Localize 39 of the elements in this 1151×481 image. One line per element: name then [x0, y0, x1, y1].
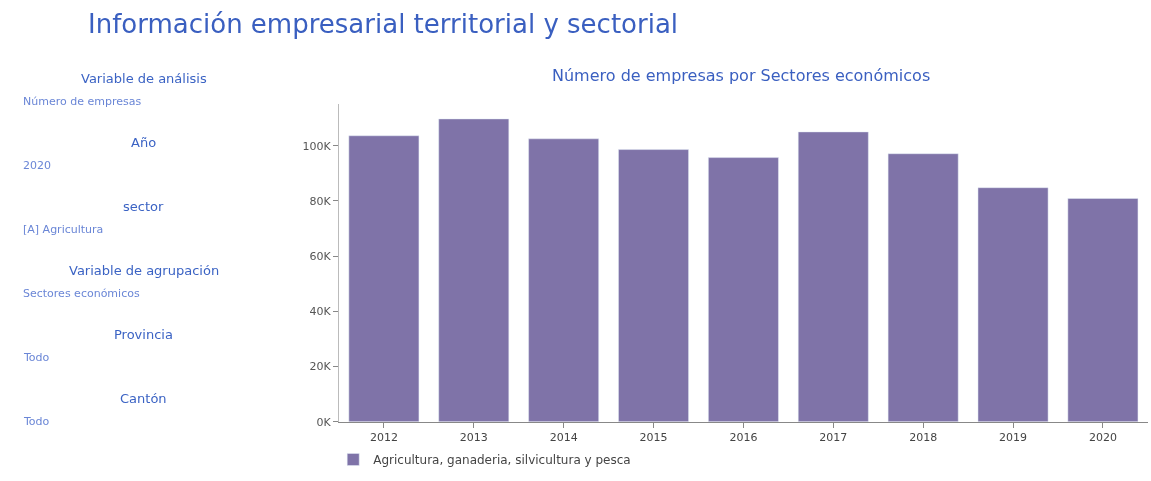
- y-tick-label: 100K: [302, 139, 332, 153]
- x-tick-label: 2015: [639, 431, 668, 445]
- legend-label: Agricultura, ganaderia, silvicultura y pesca: [373, 453, 631, 468]
- text: [A] Agricultura: [23, 223, 104, 236]
- text: Todo: [23, 415, 50, 428]
- y-tick-label: 60K: [309, 250, 332, 264]
- bar: [977, 187, 1049, 422]
- y-tick-label: 80K: [309, 194, 332, 208]
- bar: [887, 153, 959, 422]
- text: 2020: [23, 159, 51, 172]
- bar: [618, 149, 689, 422]
- bar: [797, 131, 869, 422]
- x-tick-label: 2013: [459, 431, 488, 445]
- text: Provincia: [114, 327, 173, 342]
- x-tick-label: 2018: [909, 431, 938, 445]
- text: Información empresarial territorial y sectorial: [88, 9, 679, 39]
- bar: [438, 118, 510, 422]
- bar: [1067, 198, 1139, 422]
- x-tick-label: 2017: [819, 431, 848, 445]
- text: Año: [131, 135, 157, 150]
- y-tick-label: 40K: [309, 305, 332, 319]
- bar: [708, 157, 779, 422]
- text: Cantón: [120, 391, 167, 406]
- x-tick-label: 2019: [999, 431, 1028, 445]
- x-tick-label: 2014: [549, 431, 578, 445]
- chart-title: Número de empresas por Sectores económicos: [552, 66, 931, 85]
- bar: [528, 138, 599, 422]
- y-tick-label: 20K: [309, 360, 332, 374]
- text: Variable de análisis: [81, 71, 207, 86]
- x-tick-label: 2020: [1088, 431, 1117, 445]
- text: sector: [123, 199, 164, 214]
- text: Sectores económicos: [23, 287, 140, 300]
- x-tick-label: 2012: [369, 431, 398, 445]
- text: Todo: [23, 351, 50, 364]
- text: Variable de agrupación: [69, 263, 220, 278]
- x-tick-label: 2016: [729, 431, 758, 445]
- y-tick-label: 0K: [316, 415, 332, 429]
- bar: [348, 135, 420, 422]
- text: Número de empresas: [23, 95, 142, 108]
